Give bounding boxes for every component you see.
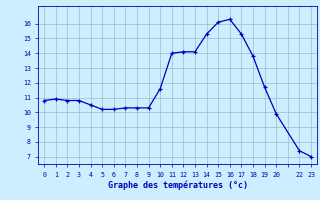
X-axis label: Graphe des températures (°c): Graphe des températures (°c) bbox=[108, 180, 248, 190]
